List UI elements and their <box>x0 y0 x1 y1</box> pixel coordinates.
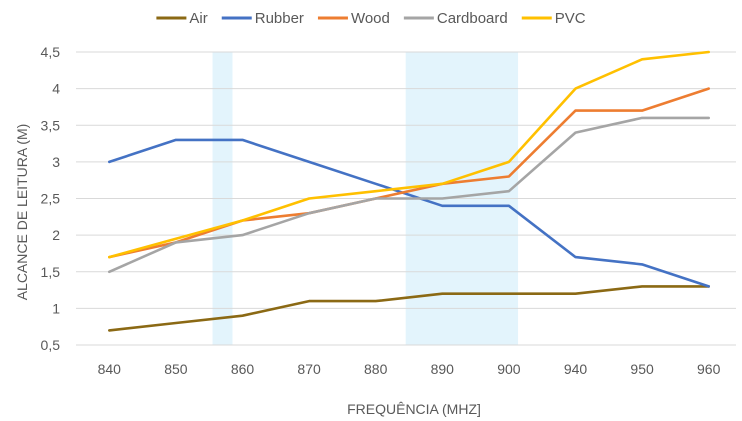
x-tick-labels: 840 850 860 870 880 890 900 940 950 960 <box>98 361 721 377</box>
x-tick-label: 850 <box>164 361 188 377</box>
x-tick-label: 900 <box>497 361 521 377</box>
series-lines <box>108 50 711 332</box>
x-tick-label: 860 <box>231 361 255 377</box>
gridlines <box>76 51 736 346</box>
x-tick-label: 880 <box>364 361 388 377</box>
legend-label-rubber: Rubber <box>255 10 304 27</box>
x-tick-label: 870 <box>297 361 321 377</box>
y-tick-label: 1 <box>52 300 60 316</box>
y-tick-label: 1,5 <box>41 264 61 280</box>
y-tick-label: 3 <box>52 154 60 170</box>
series-line-pvc <box>108 50 711 259</box>
y-tick-label: 4,5 <box>41 44 61 60</box>
x-tick-label: 960 <box>697 361 721 377</box>
legend-label-wood: Wood <box>351 10 390 27</box>
y-axis-title: ALCANCE DE LEITURA (M) <box>14 124 30 301</box>
legend: Air Rubber Wood Cardboard PVC <box>156 10 586 27</box>
x-tick-label: 940 <box>564 361 588 377</box>
x-tick-label: 950 <box>630 361 654 377</box>
y-tick-label: 2 <box>52 227 60 243</box>
legend-label-pvc: PVC <box>555 10 586 27</box>
y-tick-label: 4 <box>52 81 60 97</box>
legend-label-cardboard: Cardboard <box>437 10 508 27</box>
series-line-wood <box>108 87 711 259</box>
x-axis-title: FREQUÊNCIA (MHZ] <box>347 401 481 417</box>
y-tick-labels: 0,5 1 1,5 2 2,5 3 3,5 4 4,5 <box>41 44 61 353</box>
series-line-rubber <box>108 138 711 288</box>
series-line-air <box>108 285 711 332</box>
x-tick-label: 840 <box>98 361 122 377</box>
x-tick-label: 890 <box>431 361 455 377</box>
legend-label-air: Air <box>189 10 207 27</box>
y-tick-label: 2,5 <box>41 191 61 207</box>
y-tick-label: 0,5 <box>41 337 61 353</box>
y-tick-label: 3,5 <box>41 117 61 133</box>
series-line-cardboard <box>108 116 711 274</box>
